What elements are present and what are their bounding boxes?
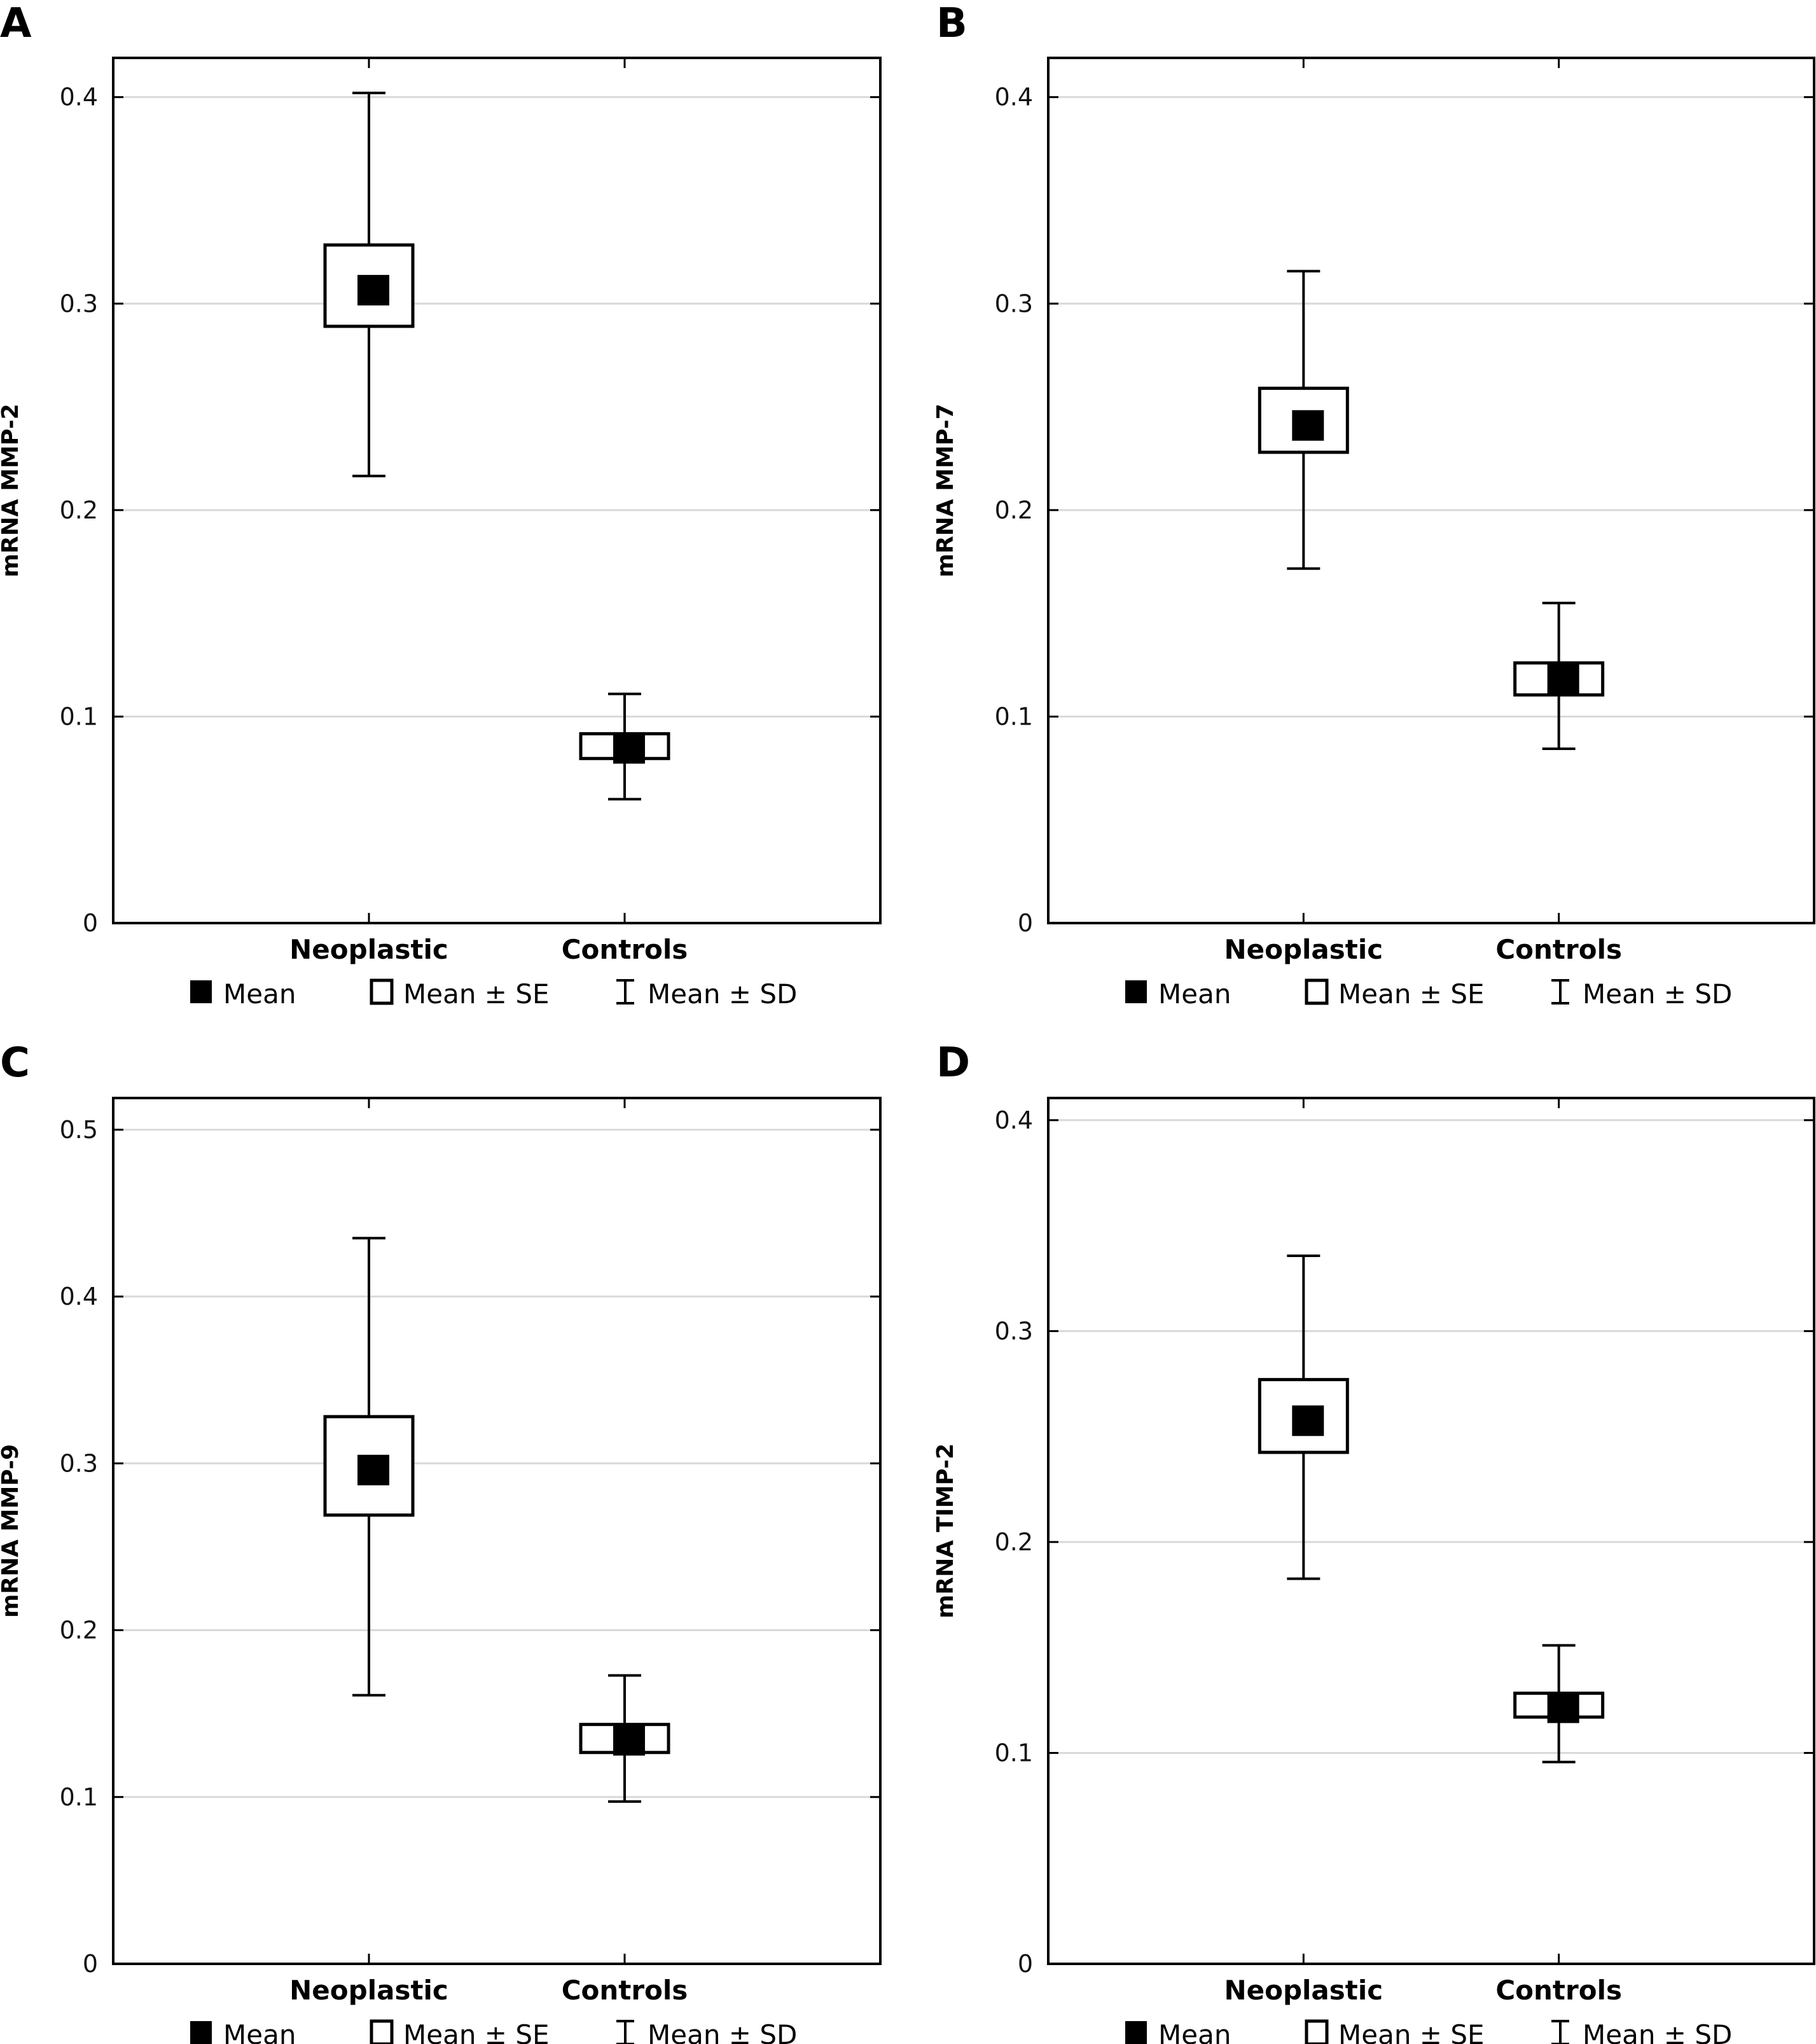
mean-marker <box>1292 1405 1324 1436</box>
y-tick-label: 0.4 <box>995 1106 1033 1134</box>
group-neoplastic: Neoplastic <box>1224 58 1383 965</box>
y-tick-label: 0.3 <box>60 289 98 317</box>
y-axis-label: mRNA MMP-9 <box>0 1444 24 1618</box>
legend-mean-label: Mean <box>223 978 296 1010</box>
x-category-label: Controls <box>1495 1975 1622 2006</box>
y-tick-label: 0.1 <box>995 1739 1033 1767</box>
legend-se-label: Mean ± SE <box>1338 978 1485 1010</box>
y-tick-label: 0.3 <box>60 1449 98 1477</box>
x-category-label: Controls <box>562 1975 688 2006</box>
panel-letter: A <box>0 0 32 47</box>
y-tick-label: 0.3 <box>995 1317 1033 1345</box>
legend-se-box-icon <box>370 2019 394 2044</box>
legend-se-box-icon <box>1305 2019 1329 2044</box>
plot-frame <box>1047 57 1815 924</box>
y-tick-label: 0.2 <box>60 1616 98 1644</box>
x-category-label: Neoplastic <box>289 1975 448 2006</box>
y-tick-label: 0.2 <box>60 496 98 524</box>
y-tick-label: 0.1 <box>60 702 98 730</box>
panel-letter: C <box>0 1039 30 1087</box>
group-neoplastic: Neoplastic <box>289 1098 448 2006</box>
y-tick-label: 0 <box>83 909 98 937</box>
x-category-label: Controls <box>1495 934 1622 965</box>
legend-mean-label: Mean <box>1158 2019 1231 2044</box>
y-tick-label: 0 <box>1018 909 1033 937</box>
mean-marker <box>613 1725 645 1756</box>
legend-se-box-icon <box>370 978 394 1005</box>
group-controls: Controls <box>1495 58 1622 965</box>
legend-mean-swatch-icon <box>1125 2021 1147 2044</box>
y-tick-label: 0.4 <box>60 83 98 111</box>
legend-se-label: Mean ± SE <box>403 2019 550 2044</box>
legend: Mean Mean ± SE Mean ± SD <box>1125 978 1732 1010</box>
plot-frame <box>1047 1097 1815 1965</box>
x-category-label: Neoplastic <box>289 934 448 965</box>
legend-se-label: Mean ± SE <box>1338 2019 1485 2044</box>
y-tick-label: 0.3 <box>995 289 1033 317</box>
legend-sd-label: Mean ± SD <box>648 2019 797 2044</box>
legend-sd-label: Mean ± SD <box>1583 2019 1732 2044</box>
y-tick-label: 0 <box>1018 1950 1033 1978</box>
y-tick-label: 0.4 <box>995 83 1033 111</box>
mean-marker <box>1547 664 1579 695</box>
legend-mean-swatch-icon <box>1125 980 1147 1003</box>
group-controls: Controls <box>562 58 688 965</box>
y-axis-label: mRNA TIMP-2 <box>932 1443 959 1618</box>
panel-letter: D <box>936 1039 970 1087</box>
legend: Mean Mean ± SE Mean ± SD <box>1125 2019 1732 2044</box>
legend: Mean Mean ± SE Mean ± SD <box>190 978 797 1010</box>
legend-sd-label: Mean ± SD <box>1583 978 1732 1010</box>
panel-letter: B <box>936 0 967 47</box>
y-tick-label: 0.1 <box>995 702 1033 730</box>
panel-d: D 0 0.1 0.2 0.3 0.4 mRNA TIMP-2 Neoplastic Contr… <box>932 1039 1815 2044</box>
mean-marker <box>1292 410 1324 441</box>
x-category-label: Controls <box>562 934 688 965</box>
legend-se-box-icon <box>1305 978 1329 1005</box>
legend-sd-label: Mean ± SD <box>648 978 797 1010</box>
mean-marker <box>357 275 389 306</box>
y-tick-label: 0 <box>83 1950 98 1978</box>
group-controls: Controls <box>1495 1098 1622 2006</box>
panel-c: C 0 0.1 0.2 0.3 0.4 0.5 mRNA MMP-9 Neoplastic Con… <box>0 1039 882 2044</box>
group-neoplastic: Neoplastic <box>1224 1098 1383 2006</box>
plot-frame <box>112 57 882 924</box>
legend-mean-swatch-icon <box>190 980 212 1003</box>
legend-se-label: Mean ± SE <box>403 978 550 1010</box>
plot-frame <box>112 1097 882 1965</box>
mean-marker <box>357 1454 389 1485</box>
y-tick-label: 0.2 <box>995 496 1033 524</box>
y-axis-label: mRNA MMP-2 <box>0 403 24 577</box>
panel-b: B 0 0.1 0.2 0.3 0.4 mRNA MMP-7 Neoplastic Contro… <box>932 0 1815 1010</box>
panel-a: A 0 0.1 0.2 0.3 0.4 mRNA MMP-2 Neoplastic Contro… <box>0 0 882 1010</box>
legend-mean-label: Mean <box>1158 978 1231 1010</box>
x-category-label: Neoplastic <box>1224 1975 1383 2006</box>
y-tick-label: 0.2 <box>995 1528 1033 1556</box>
y-tick-label: 0.1 <box>60 1783 98 1811</box>
legend-mean-label: Mean <box>223 2019 296 2044</box>
y-tick-label: 0.5 <box>60 1116 98 1144</box>
mean-marker <box>613 733 645 764</box>
legend: Mean Mean ± SE Mean ± SD <box>190 2019 797 2044</box>
mean-marker <box>1547 1692 1579 1723</box>
y-axis-label: mRNA MMP-7 <box>932 403 959 577</box>
group-controls: Controls <box>562 1098 688 2006</box>
x-category-label: Neoplastic <box>1224 934 1383 965</box>
group-neoplastic: Neoplastic <box>289 58 448 965</box>
legend-mean-swatch-icon <box>190 2021 212 2044</box>
y-tick-label: 0.4 <box>60 1283 98 1311</box>
